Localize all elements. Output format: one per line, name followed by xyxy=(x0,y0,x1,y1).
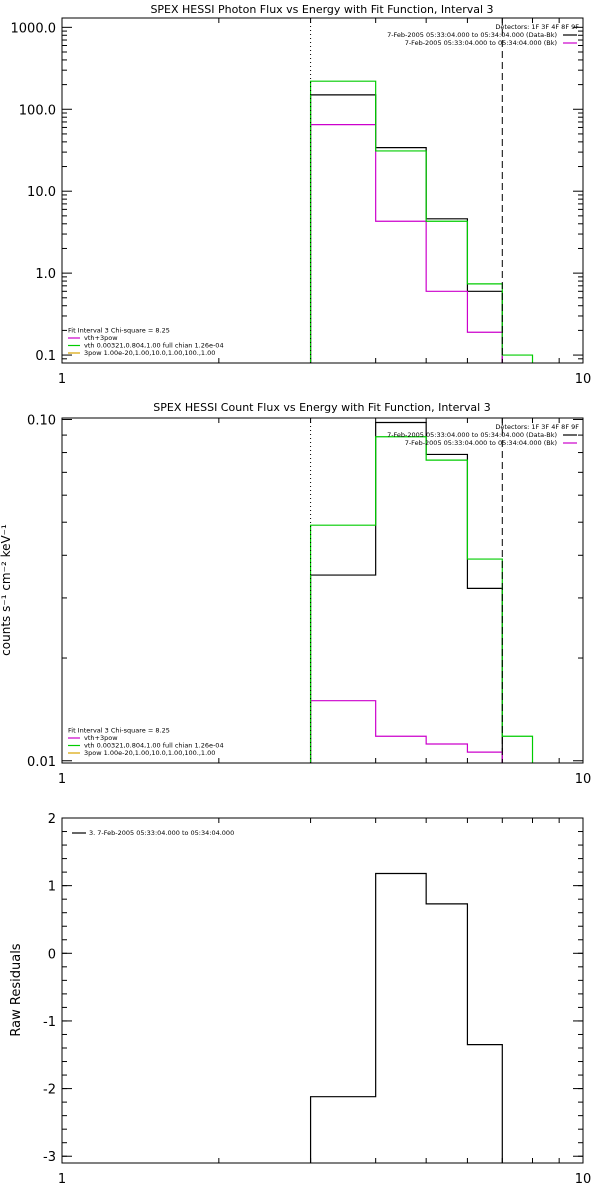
photon-flux-x-tick-label: 1 xyxy=(58,372,66,387)
count-flux-y-tick-label: 0.10 xyxy=(27,413,56,428)
count-flux-legend-bottom-left: Fit Interval 3 Chi-square = 8.25vth+3pow… xyxy=(68,727,224,757)
photon-flux-legend-entry: Detectors: 1F 3F 4F 8F 9F xyxy=(495,23,579,31)
count-flux-legend-entry: 7-Feb-2005 05:33:04.000 to 05:34:04.000 … xyxy=(405,439,557,447)
count-flux-series-magenta xyxy=(309,700,503,763)
count-flux-plot-frame xyxy=(61,417,584,764)
photon-flux-series-magenta xyxy=(309,123,503,363)
count-flux-y-axis-label: counts s⁻¹ cm⁻² keV⁻¹ xyxy=(0,524,13,656)
photon-flux-x-tick-label: 10 xyxy=(575,372,592,387)
count-flux-series xyxy=(309,421,534,763)
residuals-y-axis-label: Raw Residuals xyxy=(9,943,24,1036)
photon-flux-plot-frame xyxy=(61,17,584,364)
count-flux-legend-entry: 7-Feb-2005 05:33:04.000 to 05:34:04.000 … xyxy=(387,431,557,439)
photon-flux-y-tick-label: 10.0 xyxy=(27,185,56,200)
residuals-y-tick-label: -2 xyxy=(43,1083,56,1098)
photon-flux-y-tick-label: 100.0 xyxy=(19,103,56,118)
photon-flux-legend-top-right: Detectors: 1F 3F 4F 8F 9F7-Feb-2005 05:3… xyxy=(387,23,579,47)
count-flux-legend-top-right: Detectors: 1F 3F 4F 8F 9F7-Feb-2005 05:3… xyxy=(387,423,579,447)
residuals-legend-top-left: 3. 7-Feb-2005 05:33:04.000 to 05:34:04.0… xyxy=(72,829,234,837)
photon-flux-y-ticks: 1000.0 100.0 10.0 1.0 0.1 xyxy=(11,21,583,364)
count-flux-vlines xyxy=(310,418,503,763)
photon-flux-y-tick-label: 1000.0 xyxy=(11,21,57,36)
photon-flux-series-black xyxy=(309,94,503,363)
count-flux-title: SPEX HESSI Count Flux vs Energy with Fit… xyxy=(153,401,490,414)
count-flux-legend-entry: 3pow 1.00e-20,1.00,10.0,1.00,100.,1.00 xyxy=(84,749,215,757)
count-flux-legend-entry: Detectors: 1F 3F 4F 8F 9F xyxy=(495,423,579,431)
residuals-y-ticks: 2 1 0 -1 -2 -3 xyxy=(43,812,583,1165)
photon-flux-legend-bottom-left: Fit Interval 3 Chi-square = 8.25vth+3pow… xyxy=(68,327,224,357)
residuals-x-tick-label: 10 xyxy=(575,1172,592,1187)
count-flux-legend-entry: Fit Interval 3 Chi-square = 8.25 xyxy=(68,727,170,735)
photon-flux-y-tick-label: 0.1 xyxy=(35,349,56,364)
photon-flux-panel: SPEX HESSI Photon Flux vs Energy with Fi… xyxy=(11,3,592,387)
photon-flux-legend-entry: 3pow 1.00e-20,1.00,10.0,1.00,100.,1.00 xyxy=(84,349,215,357)
residuals-plot-frame xyxy=(61,817,584,1164)
count-flux-x-tick-label: 10 xyxy=(575,772,592,787)
count-flux-y-tick-label: 0.01 xyxy=(27,755,56,770)
photon-flux-series xyxy=(309,80,534,363)
residuals-legend-entry: 3. 7-Feb-2005 05:33:04.000 to 05:34:04.0… xyxy=(89,829,234,837)
residuals-y-tick-label: -3 xyxy=(43,1150,56,1165)
photon-flux-legend-entry: 7-Feb-2005 05:33:04.000 to 05:34:04.000 … xyxy=(387,31,557,39)
photon-flux-vlines xyxy=(310,18,503,363)
residuals-x-tick-label: 1 xyxy=(58,1172,66,1187)
count-flux-panel: SPEX HESSI Count Flux vs Energy with Fit… xyxy=(0,401,591,787)
photon-flux-legend-entry: vth 0.00321,0.804,1.00 full chian 1.26e-… xyxy=(84,342,224,350)
residuals-x-ticks: 1 10 xyxy=(58,818,591,1187)
residuals-y-tick-label: 0 xyxy=(48,947,56,962)
residuals-series xyxy=(309,872,503,1163)
residuals-panel: Raw Residuals 210-1-2-3 1 10 3. 7-Feb-200… xyxy=(9,812,591,1187)
count-flux-series-black xyxy=(309,421,503,763)
photon-flux-legend-entry: vth+3pow xyxy=(84,334,118,342)
photon-flux-legend-entry: Fit Interval 3 Chi-square = 8.25 xyxy=(68,327,170,335)
count-flux-legend-entry: vth+3pow xyxy=(84,734,118,742)
photon-flux-legend-entry: 7-Feb-2005 05:33:04.000 to 05:34:04.000 … xyxy=(405,39,557,47)
count-flux-legend-entry: vth 0.00321,0.804,1.00 full chian 1.26e-… xyxy=(84,742,224,750)
count-flux-series-green xyxy=(309,436,534,763)
residuals-y-tick-label: -1 xyxy=(43,1015,56,1030)
photon-flux-series-green xyxy=(309,80,534,363)
count-flux-x-tick-label: 1 xyxy=(58,772,66,787)
residuals-y-tick-label: 2 xyxy=(48,812,56,827)
count-flux-y-ticks: 0.10 0.01 xyxy=(27,413,583,770)
photon-flux-title: SPEX HESSI Photon Flux vs Energy with Fi… xyxy=(150,3,493,16)
residuals-y-tick-label: 1 xyxy=(48,880,56,895)
photon-flux-y-tick-label: 1.0 xyxy=(35,267,56,282)
residuals-series-black xyxy=(309,872,503,1163)
